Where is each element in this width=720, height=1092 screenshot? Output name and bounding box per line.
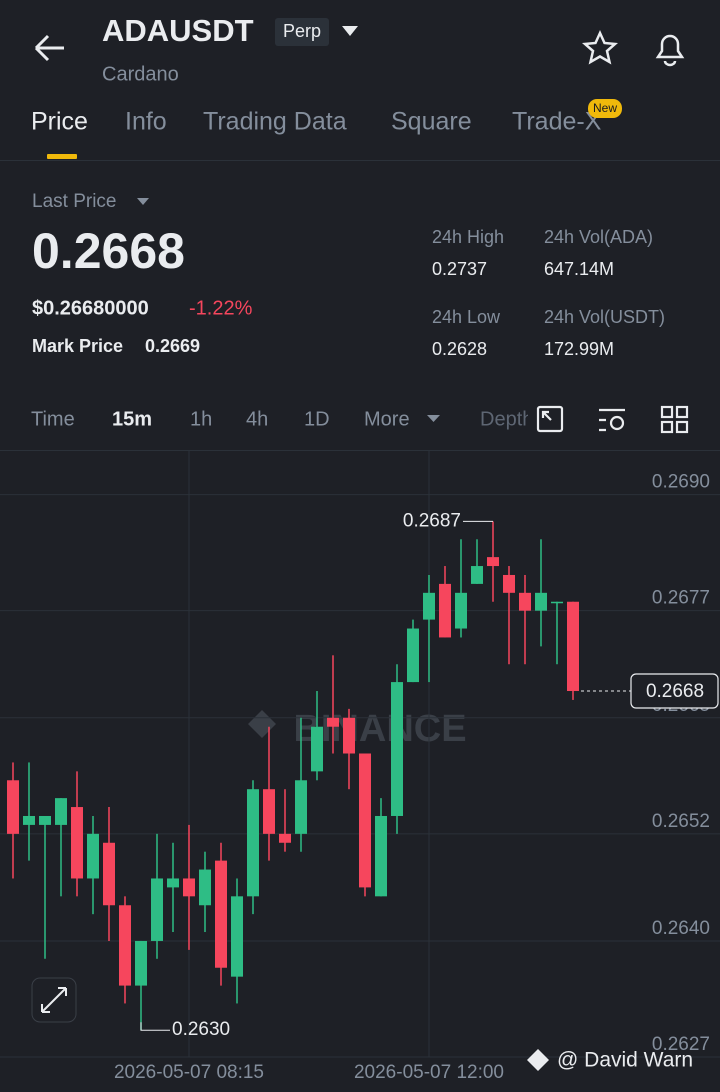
interval[interactable]: 1h — [190, 408, 212, 430]
dropdown-icon[interactable] — [137, 198, 149, 205]
chart: 0.26900.26770.26650.26520.26400.26272026… — [0, 450, 720, 1083]
candle-body — [39, 815, 51, 825]
interval[interactable]: Depth — [480, 408, 533, 430]
tab[interactable]: Price — [31, 108, 88, 136]
candle-body — [407, 628, 419, 683]
stat-value: 172.99M — [544, 339, 614, 359]
x-tick-label: 2026-05-07 08:15 — [114, 1062, 264, 1083]
y-tick-label: 0.2640 — [652, 918, 710, 939]
candle-body — [87, 833, 99, 879]
dropdown-icon[interactable] — [427, 415, 440, 422]
candle-body — [311, 726, 323, 772]
y-tick-label: 0.2677 — [652, 588, 710, 609]
symbol-dropdown[interactable] — [342, 26, 358, 36]
new-badge-bg — [588, 99, 622, 118]
alert-button[interactable] — [655, 34, 685, 67]
candle-body — [279, 833, 291, 843]
candle-body — [7, 780, 19, 834]
last-price-box — [630, 673, 719, 709]
active-tab-indicator — [47, 154, 77, 159]
interval[interactable]: Time — [31, 408, 75, 430]
toolbar-icons[interactable] — [536, 405, 689, 434]
favorite-button[interactable] — [581, 29, 619, 65]
candle-body — [535, 592, 547, 611]
candle-body — [295, 780, 307, 834]
subtitle: Cardano — [102, 63, 179, 85]
candle-body — [183, 878, 195, 897]
candle-body — [487, 557, 499, 567]
candle-body — [503, 574, 515, 593]
candle-body — [439, 583, 451, 638]
usd-price: $0.26680000 — [32, 297, 149, 319]
candle-body — [455, 592, 467, 629]
candle-body — [71, 807, 83, 879]
candle-body — [551, 601, 563, 604]
candle-body — [567, 601, 579, 692]
stat-value: 647.14M — [544, 259, 614, 279]
stat-label: 24h Vol(USDT) — [544, 307, 665, 327]
candle-body — [327, 717, 339, 727]
candle-body — [359, 753, 371, 888]
x-tick-label: 2026-05-07 12:00 — [354, 1062, 504, 1083]
stat-value: 0.2628 — [432, 339, 487, 359]
tab[interactable]: Trade-X — [512, 108, 602, 136]
stat-label: 24h Low — [432, 307, 501, 327]
candle-body — [519, 592, 531, 611]
candle-body — [55, 798, 67, 825]
candle-body — [423, 592, 435, 620]
stat-value: 0.2737 — [432, 259, 487, 279]
mark-price-label: Mark Price — [32, 336, 123, 356]
new-badge: New — [593, 101, 617, 115]
stat-label: 24h High — [432, 227, 504, 247]
credit-logo — [527, 1049, 549, 1071]
last-price-label: 0.2668 — [646, 681, 704, 702]
symbol-title: ADAUSDT — [102, 13, 254, 48]
y-tick-label: 0.2652 — [652, 811, 710, 832]
back-button[interactable] — [34, 34, 64, 62]
interval[interactable]: 4h — [246, 408, 268, 430]
candle-body — [119, 905, 131, 986]
expand-icon — [41, 987, 67, 1013]
y-tick-label: 0.2627 — [652, 1034, 710, 1055]
candle-body — [103, 842, 115, 906]
candle-body — [343, 717, 355, 754]
candle-body — [167, 878, 179, 888]
low-marker-line — [140, 1022, 170, 1031]
interval[interactable]: 15m — [112, 408, 152, 430]
interval[interactable]: More — [364, 408, 410, 430]
candle-body — [151, 878, 163, 941]
tab[interactable]: Trading Data — [203, 108, 347, 136]
credit: @ David Warn — [557, 1049, 693, 1072]
y-tick-label: 0.2690 — [652, 472, 710, 493]
candle-body — [471, 566, 483, 584]
candle-body — [391, 682, 403, 816]
mark-price: 0.2669 — [145, 336, 200, 356]
high-marker-label: 0.2687 — [403, 510, 461, 531]
tab[interactable]: Square — [391, 108, 472, 136]
interval[interactable]: 1D — [304, 408, 330, 430]
candle-body — [263, 789, 275, 834]
candle-body — [247, 789, 259, 897]
candle-body — [375, 815, 387, 897]
price-change: -1.22% — [189, 297, 253, 319]
tab[interactable]: Info — [125, 108, 167, 136]
candle-body — [231, 896, 243, 977]
perp-badge: Perp — [283, 21, 321, 41]
candle-body — [23, 815, 35, 825]
candle-body — [215, 860, 227, 968]
candle-body — [135, 940, 147, 986]
last-price-label: Last Price — [32, 191, 116, 212]
candle-body — [199, 869, 211, 906]
badge-bg — [275, 18, 329, 46]
last-price: 0.2668 — [32, 223, 185, 279]
low-marker-label: 0.2630 — [172, 1019, 230, 1040]
stat-label: 24h Vol(ADA) — [544, 227, 653, 247]
